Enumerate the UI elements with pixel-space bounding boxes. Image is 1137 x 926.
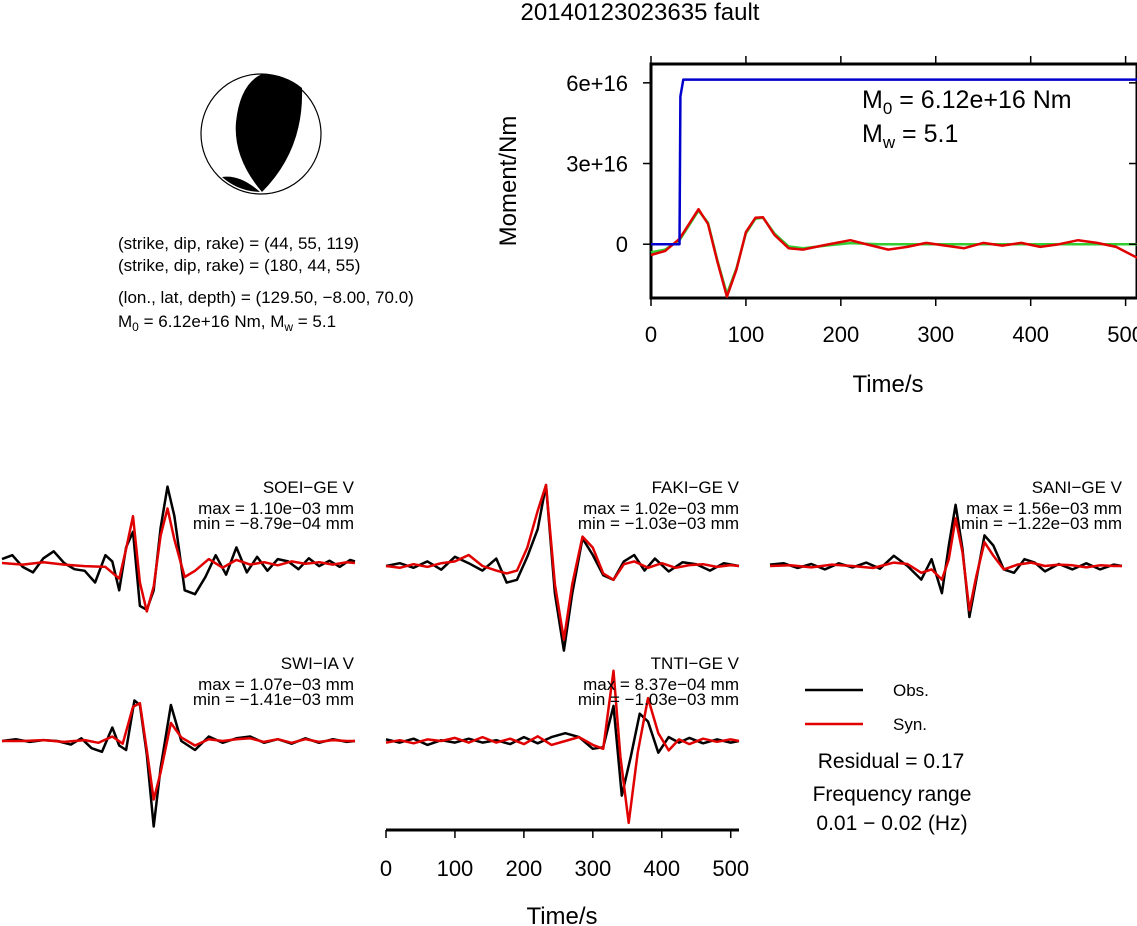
moment-x-tick-label: 400 [1012,322,1049,347]
nodal-plane-1: (strike, dip, rake) = (44, 55, 119) [118,234,359,253]
moment-mw-annotation: Mw = 5.1 [862,120,958,152]
station-label: SOEI−GE V [263,478,355,497]
moment-x-tick-label: 0 [645,322,657,347]
legend-obs-label: Obs. [893,681,929,700]
moment-y-tick-label: 0 [616,232,628,257]
min-amplitude-label: min = −1.03e−03 mm [578,514,739,533]
synthetic-trace [385,483,740,641]
residual-text: Residual = 0.17 [818,750,965,773]
moment-rate-plot: 0 100 200 300 400 500 0 3e+16 6e+16 Time/s Mome… [495,56,1137,398]
waveform-x-tick-label: 400 [643,856,680,881]
observed-trace [1,699,356,828]
station-label: TNTI−GE V [651,654,740,673]
synthetic-trace [385,669,740,825]
synthetic-trace [2,701,355,801]
moment-y-tick-label: 3e+16 [566,152,628,177]
waveform-x-tick-label: 200 [506,856,543,881]
observed-trace [385,704,740,797]
synthetic-trace [769,517,1122,612]
waveform-time-axis: Time/s 0 100 200 300 400 500 [380,828,749,926]
frequency-title: Frequency range [813,783,972,806]
moment-x-label: Time/s [852,371,923,398]
moment-y-tick-label: 6e+16 [566,71,628,96]
min-amplitude-label: min = −8.79e−04 mm [193,514,354,533]
nodal-plane-2: (strike, dip, rake) = (180, 44, 55) [118,256,360,275]
moment-x-tick-label: 100 [728,322,765,347]
moment-y-label: Moment/Nm [495,116,522,247]
waveform-x-tick-label: 0 [380,856,392,881]
min-amplitude-label: min = −1.03e−03 mm [578,690,739,709]
legend-syn-label: Syn. [893,715,927,734]
beachball-icon [200,73,322,195]
magnitude-summary: M0 = 6.12e+16 Nm, Mw = 5.1 [118,312,336,334]
station-label: FAKI−GE V [652,478,740,497]
station-label: SWI−IA V [281,654,355,673]
max-amplitude-label: max = 1.07e−03 mm [198,675,354,694]
moment-x-tick-label: 300 [917,322,954,347]
waveform-x-tick-label: 300 [574,856,611,881]
synthetic-trace [1,507,356,613]
waveform-x-tick-label: 500 [712,856,749,881]
station-label: SANI−GE V [1032,478,1123,497]
moment-m0-annotation: M0 = 6.12e+16 Nm [862,86,1072,118]
max-amplitude-label: max = 8.37e−04 mm [583,675,739,694]
max-amplitude-label: max = 1.10e−03 mm [198,499,354,518]
mechanism-info: (strike, dip, rake) = (44, 55, 119) (str… [118,234,414,334]
figure-title: 20140123023635 fault [521,0,760,26]
moment-series-0 [651,78,1137,246]
moment-x-tick-label: 200 [822,322,859,347]
moment-plot-frame [649,62,1137,300]
observed-trace [385,483,740,652]
min-amplitude-label: min = −1.41e−03 mm [193,690,354,709]
moment-x-tick-label: 500 [1107,322,1137,347]
waveform-x-tick-label: 100 [437,856,474,881]
waveform-x-label: Time/s [526,903,597,926]
moment-series-2 [650,207,1137,298]
location-depth: (lon., lat, depth) = (129.50, −8.00, 70.… [118,288,414,307]
frequency-range: 0.01 − 0.02 (Hz) [816,812,967,835]
max-amplitude-label: max = 1.56e−03 mm [966,499,1122,518]
max-amplitude-label: max = 1.02e−03 mm [583,499,739,518]
legend: Obs. Syn. Residual = 0.17 Frequency rang… [805,681,971,835]
min-amplitude-label: min = −1.22e−03 mm [961,514,1122,533]
